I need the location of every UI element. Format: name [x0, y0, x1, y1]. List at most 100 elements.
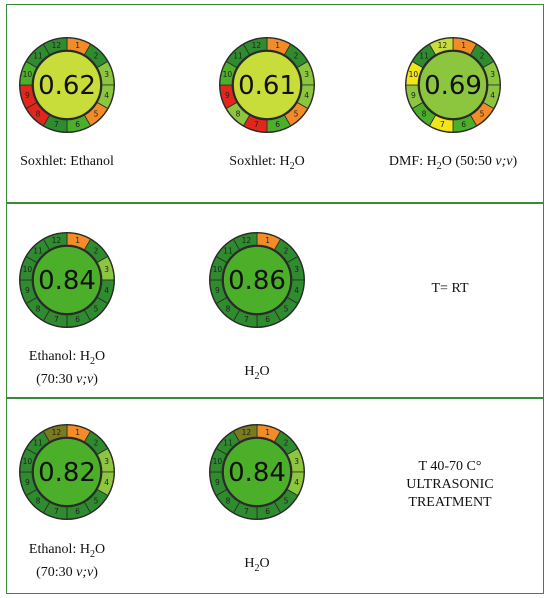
score-disc — [419, 51, 487, 119]
criterion-number: 4 — [490, 91, 495, 100]
criterion-number: 1 — [461, 41, 466, 50]
criterion-number: 9 — [25, 286, 30, 295]
criterion-number: 12 — [52, 236, 62, 245]
criterion-number: 5 — [284, 497, 289, 506]
criterion-number: 1 — [75, 428, 80, 437]
criterion-number: 9 — [25, 91, 30, 100]
criterion-number: 10 — [213, 457, 223, 466]
criterion-number: 1 — [265, 428, 270, 437]
criterion-number: 6 — [75, 315, 80, 324]
criterion-number: 3 — [304, 70, 309, 79]
criterion-segment-12 — [428, 37, 454, 56]
criterion-number: 5 — [284, 305, 289, 314]
criterion-number: 4 — [104, 478, 109, 487]
criterion-number: 8 — [236, 110, 241, 119]
criterion-number: 12 — [52, 41, 62, 50]
panel-soxhlet-dmf — [6, 4, 544, 203]
criterion-number: 10 — [223, 70, 233, 79]
criterion-number: 11 — [419, 52, 429, 61]
criterion-number: 2 — [94, 247, 99, 256]
criterion-number: 8 — [226, 305, 231, 314]
score-disc — [223, 438, 291, 506]
criterion-number: 9 — [225, 91, 230, 100]
criterion-segment-12 — [42, 37, 68, 56]
agree-score: 0.84 — [228, 458, 286, 488]
score-disc — [33, 438, 101, 506]
score-disc — [33, 51, 101, 119]
criterion-number: 8 — [422, 110, 427, 119]
criterion-number: 5 — [94, 305, 99, 314]
criterion-number: 10 — [23, 457, 33, 466]
criterion-number: 2 — [94, 439, 99, 448]
criterion-segment-12 — [42, 232, 68, 251]
criterion-segment-12 — [242, 37, 268, 56]
criterion-number: 9 — [215, 478, 220, 487]
criterion-number: 6 — [265, 507, 270, 516]
extraction-method-caption: H2O — [244, 556, 270, 574]
criterion-number: 1 — [75, 236, 80, 245]
agree-pictogram: 1 2 3 4 5 6 7 8 9 10 11 12 0.61 — [217, 35, 317, 135]
criterion-number: 12 — [242, 236, 252, 245]
criterion-number: 8 — [36, 497, 41, 506]
criterion-number: 2 — [94, 52, 99, 61]
criterion-number: 9 — [215, 286, 220, 295]
criterion-number: 12 — [252, 41, 262, 50]
agree-score: 0.69 — [424, 71, 482, 101]
criterion-number: 9 — [25, 478, 30, 487]
criterion-number: 8 — [36, 110, 41, 119]
agree-pictogram: 1 2 3 4 5 6 7 8 9 10 11 12 0.69 — [403, 35, 503, 135]
condition-note: T 40-70 C° ULTRASONIC TREATMENT — [406, 459, 494, 510]
criterion-number: 4 — [294, 286, 299, 295]
criterion-number: 7 — [244, 315, 249, 324]
criterion-number: 5 — [294, 110, 299, 119]
criterion-number: 4 — [294, 478, 299, 487]
criterion-number: 10 — [23, 265, 33, 274]
criterion-segment-12 — [232, 424, 258, 443]
criterion-number: 2 — [294, 52, 299, 61]
criterion-number: 3 — [294, 457, 299, 466]
agree-score: 0.84 — [38, 266, 96, 296]
criterion-number: 6 — [461, 120, 466, 129]
criterion-number: 11 — [33, 52, 43, 61]
criterion-number: 4 — [104, 286, 109, 295]
panel-room-temperature — [6, 203, 544, 398]
criterion-number: 3 — [104, 457, 109, 466]
criterion-number: 7 — [54, 120, 59, 129]
condition-note: T= RT — [431, 281, 469, 296]
criterion-number: 11 — [223, 247, 233, 256]
criterion-number: 7 — [54, 507, 59, 516]
panel-ultrasonic — [6, 398, 544, 594]
agree-score: 0.82 — [38, 458, 96, 488]
criterion-number: 11 — [223, 439, 233, 448]
criterion-number: 4 — [304, 91, 309, 100]
score-disc — [233, 51, 301, 119]
criterion-number: 7 — [254, 120, 259, 129]
agree-score: 0.62 — [38, 71, 96, 101]
agree-score: 0.61 — [238, 71, 296, 101]
criterion-number: 3 — [104, 70, 109, 79]
extraction-method-caption: Ethanol: H2O (70:30 v;v) — [28, 349, 106, 387]
criterion-number: 6 — [265, 315, 270, 324]
criterion-number: 12 — [438, 41, 448, 50]
criterion-number: 10 — [213, 265, 223, 274]
criterion-number: 5 — [480, 110, 485, 119]
criterion-number: 2 — [284, 439, 289, 448]
extraction-method-caption: H2O — [244, 364, 270, 382]
criterion-number: 1 — [75, 41, 80, 50]
extraction-method-caption: Ethanol: H2O (70:30 v;v) — [28, 542, 106, 580]
agree-pictogram: 1 2 3 4 5 6 7 8 9 10 11 12 0.84 — [207, 422, 307, 522]
criterion-number: 11 — [33, 439, 43, 448]
criterion-number: 7 — [440, 120, 445, 129]
extraction-method-caption: DMF: H2O (50:50 v;v) — [388, 154, 518, 172]
extraction-method-caption: Soxhlet: H2O — [229, 154, 305, 172]
criterion-number: 8 — [226, 497, 231, 506]
criterion-number: 4 — [104, 91, 109, 100]
criterion-number: 2 — [480, 52, 485, 61]
criterion-number: 7 — [244, 507, 249, 516]
criterion-segment-12 — [42, 424, 68, 443]
